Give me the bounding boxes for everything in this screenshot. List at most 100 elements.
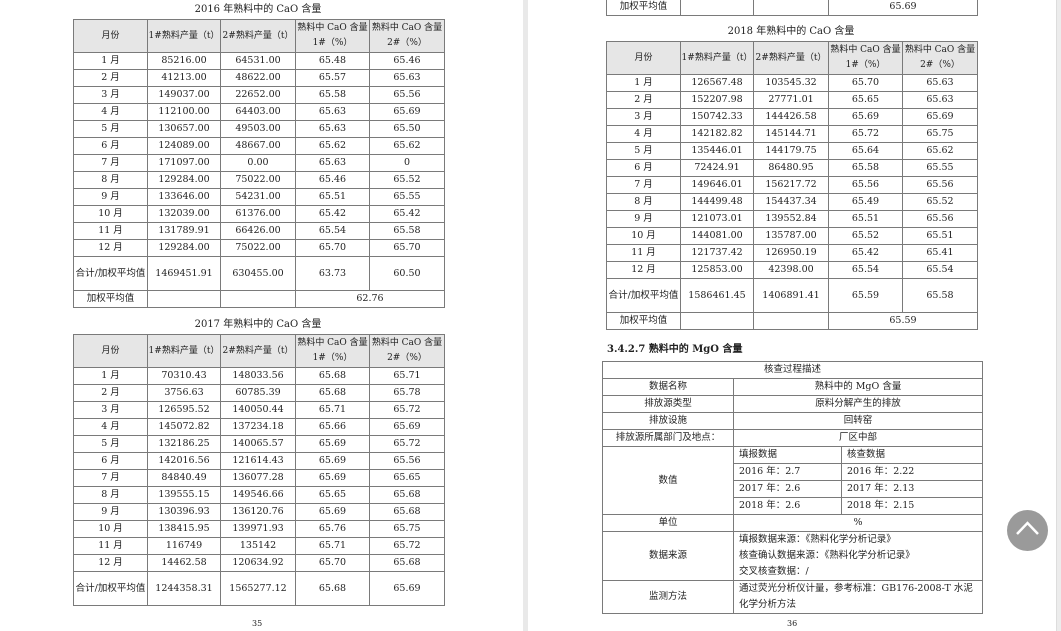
value-cell: 27771.01 xyxy=(753,91,829,109)
total-value: 1586461.45 xyxy=(680,278,754,313)
value-cell: 132186.25 xyxy=(147,435,221,453)
value-cell: 65.69 xyxy=(295,452,370,470)
row-label: 排放源所属部门及地点： xyxy=(602,429,734,447)
month-cell: 8 月 xyxy=(606,193,681,211)
table-row: 7 月 171097.00 0.00 65.63 0 xyxy=(73,154,445,172)
value-cell: 154437.34 xyxy=(753,193,829,211)
total-value: 1469451.91 xyxy=(147,256,221,291)
value-cell: 148033.56 xyxy=(220,367,296,385)
table-row: 5 月 132186.25 140065.57 65.69 65.72 xyxy=(73,435,445,453)
value-cell: 124089.00 xyxy=(147,137,221,155)
month-cell: 12 月 xyxy=(606,261,681,279)
table-row: 7 月 84840.49 136077.28 65.69 65.65 xyxy=(73,469,445,487)
total-row: 合计/加权平均值 1469451.91 630455.00 63.73 60.50 xyxy=(73,256,445,291)
value-cell: 65.72 xyxy=(369,537,445,555)
total-value: 65.69 xyxy=(369,571,445,606)
value-cell: 65.69 xyxy=(295,435,370,453)
value-cell: 135446.01 xyxy=(680,142,754,160)
empty-cell xyxy=(753,312,829,330)
month-cell: 2 月 xyxy=(73,384,148,402)
row-value: 厂区中部 xyxy=(732,429,984,447)
value-cell: 65.48 xyxy=(295,52,370,70)
total-row: 合计/加权平均值 1586461.45 1406891.41 65.59 65.58 xyxy=(606,278,978,313)
value-cell: 70310.43 xyxy=(147,367,221,385)
header-row: 月份 1#熟料产量（t） 2#熟料产量（t） 熟料中 CaO 含量1#（%） 熟料中 C… xyxy=(606,41,978,75)
value-cell: 136120.76 xyxy=(220,503,296,521)
column-header: 2#熟料产量（t） xyxy=(220,19,296,53)
row-label: 排放源类型 xyxy=(602,395,734,413)
empty-cell xyxy=(147,290,221,308)
table-title-2018: 2018 年熟料中的 CaO 含量 xyxy=(727,26,855,37)
total-row: 合计/加权平均值 1244358.31 1565277.12 65.68 65.69 xyxy=(73,571,445,606)
month-cell: 9 月 xyxy=(73,188,148,206)
month-cell: 10 月 xyxy=(73,520,148,538)
value-cell: 66426.00 xyxy=(220,222,296,240)
cao-table-2018: 月份 1#熟料产量（t） 2#熟料产量（t） 熟料中 CaO 含量1#（%） 熟料中 C… xyxy=(606,41,978,330)
table-row: 1 月 126567.48 103545.32 65.70 65.63 xyxy=(606,74,978,92)
value-cell: 65.78 xyxy=(369,384,445,402)
table-row: 2 月 152207.98 27771.01 65.65 65.63 xyxy=(606,91,978,109)
empty-cell xyxy=(680,0,754,16)
value-cell: 65.70 xyxy=(295,554,370,572)
value-cell: 65.76 xyxy=(295,520,370,538)
value-cell: 22652.00 xyxy=(220,86,296,104)
table-row: 9 月 133646.00 54231.00 65.51 65.55 xyxy=(73,188,445,206)
value-cell: 65.54 xyxy=(828,261,903,279)
value-cell: 65.52 xyxy=(828,227,903,245)
value-cell: 136077.28 xyxy=(220,469,296,487)
value-cell: 65.65 xyxy=(369,469,445,487)
table-row: 1 月 85216.00 64531.00 65.48 65.46 xyxy=(73,52,445,70)
value-cell: 75022.00 xyxy=(220,171,296,189)
column-header: 熟料中 CaO 含量1#（%） xyxy=(295,334,370,368)
value-cell: 65.71 xyxy=(369,367,445,385)
table-row: 6 月 124089.00 48667.00 65.62 65.62 xyxy=(73,137,445,155)
scroll-to-top-button[interactable] xyxy=(1007,510,1048,551)
value-cell: 125853.00 xyxy=(680,261,754,279)
value-cell: 65.57 xyxy=(295,69,370,87)
scrollbar[interactable] xyxy=(1056,0,1061,631)
value-cell: 65.52 xyxy=(902,193,978,211)
value-cell: 120634.92 xyxy=(220,554,296,572)
value-cell: 130657.00 xyxy=(147,120,221,138)
source-label: 数据来源 xyxy=(602,531,734,581)
unit-label: 单位 xyxy=(602,514,734,532)
empty-cell xyxy=(753,0,829,16)
page-number: 35 xyxy=(252,619,263,628)
value-cell: 149646.01 xyxy=(680,176,754,194)
value-cell: 65.51 xyxy=(902,227,978,245)
column-header: 2#熟料产量（t） xyxy=(753,41,829,75)
month-cell: 8 月 xyxy=(73,486,148,504)
chevron-up-icon xyxy=(1016,521,1039,535)
value-cell: 131789.91 xyxy=(147,222,221,240)
total-value: 65.68 xyxy=(295,571,370,606)
table-row: 8 月 129284.00 75022.00 65.46 65.52 xyxy=(73,171,445,189)
verified-value: 2018 年：2.15 xyxy=(840,497,984,515)
value-cell: 65.62 xyxy=(902,142,978,160)
value-cell: 156217.72 xyxy=(753,176,829,194)
month-cell: 6 月 xyxy=(73,452,148,470)
value-cell: 149546.66 xyxy=(220,486,296,504)
table-row: 3 月 150742.33 144426.58 65.69 65.69 xyxy=(606,108,978,126)
value-cell: 49503.00 xyxy=(220,120,296,138)
cao-table-2017-continued: 加权平均值 65.69 xyxy=(606,0,979,16)
month-cell: 10 月 xyxy=(73,205,148,223)
value-cell: 65.65 xyxy=(295,486,370,504)
value-cell: 65.63 xyxy=(295,154,370,172)
total-value: 63.73 xyxy=(295,256,370,291)
table-row: 5 月 135446.01 144179.75 65.64 65.62 xyxy=(606,142,978,160)
empty-cell xyxy=(680,312,754,330)
weighted-row: 加权平均值 65.59 xyxy=(606,312,978,330)
value-cell: 144426.58 xyxy=(753,108,829,126)
value-cell: 65.72 xyxy=(369,435,445,453)
value-cell: 133646.00 xyxy=(147,188,221,206)
page-35: 2016 年熟料中的 CaO 含量 月份 1#熟料产量（t） 2#熟料产量（t） 熟料… xyxy=(0,0,523,631)
table-row: 9 月 130396.93 136120.76 65.69 65.68 xyxy=(73,503,445,521)
value-cell: 65.63 xyxy=(295,103,370,121)
row-value: 原料分解产生的排放 xyxy=(732,395,984,413)
month-cell: 2 月 xyxy=(606,91,681,109)
value-cell: 65.66 xyxy=(295,418,370,436)
value-cell: 112100.00 xyxy=(147,103,221,121)
value-cell: 65.56 xyxy=(902,176,978,194)
month-cell: 6 月 xyxy=(73,137,148,155)
column-header: 熟料中 CaO 含量2#（%） xyxy=(369,19,445,53)
